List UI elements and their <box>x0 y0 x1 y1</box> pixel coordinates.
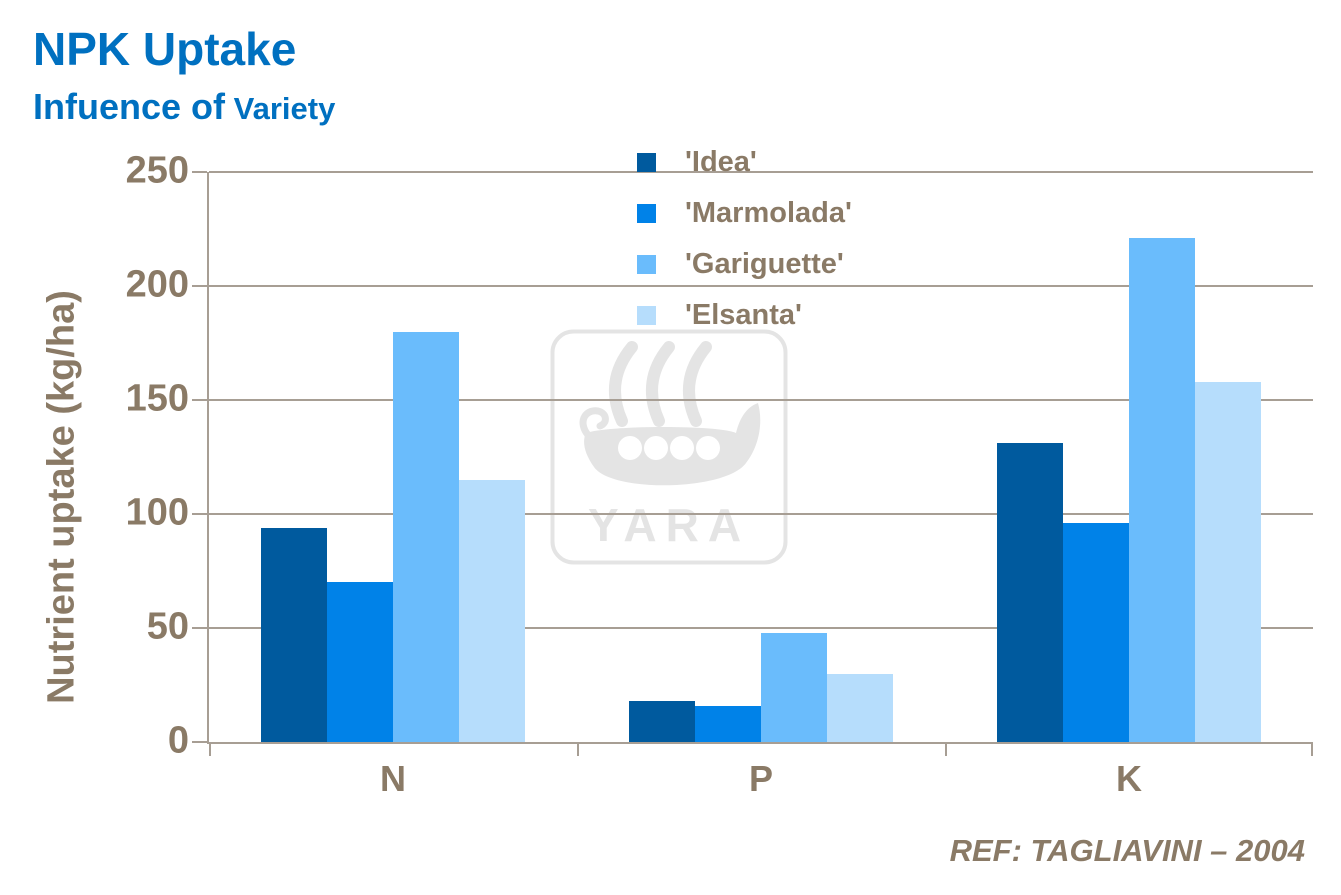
bar-n-gariguette <box>393 331 459 742</box>
y-axis-tick-100 <box>192 513 207 515</box>
gridline-100 <box>209 513 1313 515</box>
bar-p-gariguette <box>761 632 827 742</box>
x-category-label-p: P <box>748 758 773 799</box>
chart-title: NPK Uptake <box>33 23 297 75</box>
y-axis-tick-0 <box>192 741 207 743</box>
legend-item-elsanta: 'Elsanta' <box>637 290 852 341</box>
x-axis-tick-1 <box>577 742 579 756</box>
bar-n-marmolada <box>327 582 393 742</box>
gridline-150 <box>209 399 1313 401</box>
bar-k-idea <box>997 443 1063 742</box>
legend-item-gariguette: 'Gariguette' <box>637 239 852 290</box>
yara-watermark-icon: YARA <box>550 329 788 565</box>
reference-text: REF: TAGLIAVINI – 2004 <box>949 833 1305 868</box>
bar-p-elsanta <box>827 673 893 742</box>
y-tick-label-0: 0 <box>167 719 189 762</box>
chart-subtitle-main: Infuence of <box>33 86 226 127</box>
gridline-250 <box>209 171 1313 173</box>
y-axis-tick-250 <box>192 171 207 173</box>
bar-group-n <box>209 172 577 742</box>
bar-k-elsanta <box>1195 381 1261 742</box>
gridline-50 <box>209 627 1313 629</box>
chart-subtitle-secondary: Variety <box>225 91 336 126</box>
x-axis-tick-3 <box>1311 742 1313 756</box>
bar-group-k <box>945 172 1313 742</box>
legend-swatch-elsanta <box>637 306 656 325</box>
legend-label-idea: 'Idea' <box>685 146 757 178</box>
bar-group-p <box>577 172 945 742</box>
y-axis-title: Nutrient uptake (kg/ha) <box>40 290 83 704</box>
x-axis-tick-0 <box>209 742 211 756</box>
y-tick-label-150: 150 <box>125 377 189 420</box>
legend-swatch-idea <box>637 153 656 172</box>
bar-n-elsanta <box>459 479 525 742</box>
watermark-prow-spiral <box>579 407 609 439</box>
y-axis-tick-50 <box>192 627 207 629</box>
legend-label-elsanta: 'Elsanta' <box>685 299 802 331</box>
y-axis-tick-150 <box>192 399 207 401</box>
x-category-label-k: K <box>1116 758 1142 799</box>
bar-p-marmolada <box>695 705 761 742</box>
chart-subtitle: Infuence of Variety <box>33 86 335 128</box>
bar-p-idea <box>629 700 695 742</box>
bar-k-marmolada <box>1063 523 1129 742</box>
watermark-wordmark: YARA <box>588 499 750 551</box>
bar-k-gariguette <box>1129 238 1195 742</box>
legend-label-marmolada: 'Marmolada' <box>685 197 852 229</box>
y-tick-label-200: 200 <box>125 263 189 306</box>
legend-item-idea: 'Idea' <box>637 137 852 188</box>
x-axis-tick-2 <box>945 742 947 756</box>
y-tick-label-50: 50 <box>146 605 189 648</box>
gridline-200 <box>209 285 1313 287</box>
legend-swatch-gariguette <box>637 255 656 274</box>
x-category-label-n: N <box>380 758 406 799</box>
plot-area: 250 200 150 100 50 0 N P K <box>126 150 1313 799</box>
watermark-shields <box>618 436 720 460</box>
y-tick-label-250: 250 <box>125 149 189 192</box>
legend-swatch-marmolada <box>637 204 656 223</box>
legend-item-marmolada: 'Marmolada' <box>637 188 852 239</box>
watermark-sail-arcs <box>608 341 712 427</box>
bar-n-idea <box>261 527 327 742</box>
watermark-frame <box>550 329 788 565</box>
y-tick-label-100: 100 <box>125 491 189 534</box>
legend-label-gariguette: 'Gariguette' <box>685 248 844 280</box>
legend: 'Idea' 'Marmolada' 'Gariguette' 'Elsanta' <box>637 137 852 341</box>
y-axis-tick-200 <box>192 285 207 287</box>
